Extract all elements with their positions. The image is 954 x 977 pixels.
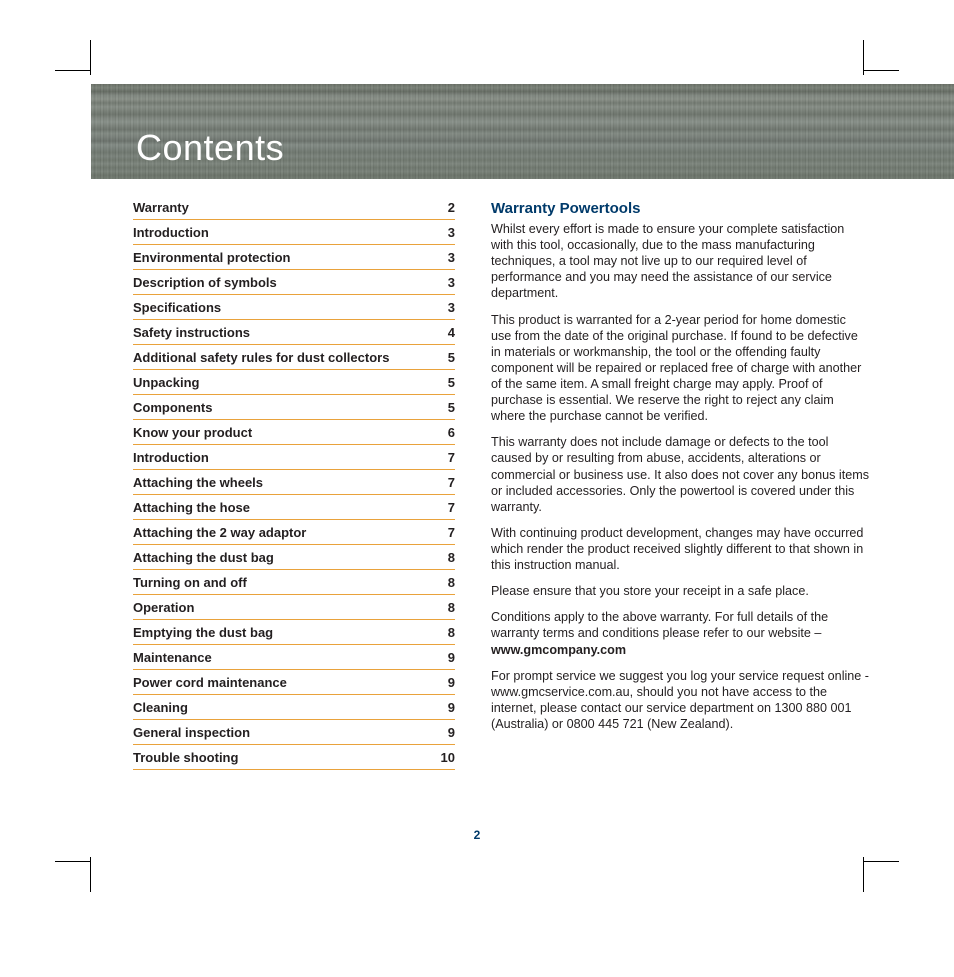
content-columns: Warranty 2 Introduction 3 Environmental … [133, 200, 869, 770]
toc-item-title: Safety instructions [133, 325, 250, 340]
toc-row: Introduction 7 [133, 445, 455, 470]
warranty-paragraph: For prompt service we suggest you log yo… [491, 668, 869, 732]
toc-row: Maintenance 9 [133, 645, 455, 670]
warranty-paragraph: This warranty does not include damage or… [491, 434, 869, 515]
toc-item-title: Introduction [133, 225, 209, 240]
toc-item-page: 2 [440, 200, 455, 215]
toc-row: Additional safety rules for dust collect… [133, 345, 455, 370]
warranty-paragraph: With continuing product development, cha… [491, 525, 869, 573]
toc-item-title: General inspection [133, 725, 250, 740]
toc-row: Attaching the dust bag 8 [133, 545, 455, 570]
toc-row: Operation 8 [133, 595, 455, 620]
toc-item-page: 8 [440, 600, 455, 615]
toc-row: Attaching the 2 way adaptor 7 [133, 520, 455, 545]
toc-item-title: Attaching the dust bag [133, 550, 274, 565]
crop-mark [55, 70, 90, 71]
toc-item-title: Operation [133, 600, 194, 615]
toc-item-page: 8 [440, 575, 455, 590]
toc-row: Know your product 6 [133, 420, 455, 445]
toc-item-page: 5 [440, 350, 455, 365]
warranty-text: Conditions apply to the above warranty. … [491, 610, 828, 640]
toc-row: Specifications 3 [133, 295, 455, 320]
warranty-website-link: www.gmcompany.com [491, 643, 626, 657]
toc-item-title: Power cord maintenance [133, 675, 287, 690]
toc-item-title: Environmental protection [133, 250, 290, 265]
toc-row: Trouble shooting 10 [133, 745, 455, 770]
toc-item-page: 7 [440, 525, 455, 540]
toc-row: Introduction 3 [133, 220, 455, 245]
toc-row: Environmental protection 3 [133, 245, 455, 270]
toc-item-page: 10 [433, 750, 455, 765]
toc-item-page: 3 [440, 250, 455, 265]
toc-item-title: Introduction [133, 450, 209, 465]
toc-item-page: 8 [440, 550, 455, 565]
crop-mark [90, 857, 91, 892]
toc-item-page: 5 [440, 400, 455, 415]
toc-item-title: Attaching the hose [133, 500, 250, 515]
table-of-contents: Warranty 2 Introduction 3 Environmental … [133, 200, 455, 770]
toc-item-title: Trouble shooting [133, 750, 238, 765]
crop-mark [863, 857, 864, 892]
warranty-paragraph: Conditions apply to the above warranty. … [491, 609, 869, 657]
crop-mark [863, 40, 864, 75]
section-banner: Contents [91, 84, 954, 179]
toc-row: Power cord maintenance 9 [133, 670, 455, 695]
crop-mark [90, 40, 91, 75]
warranty-paragraph: This product is warranted for a 2-year p… [491, 312, 869, 425]
toc-item-page: 6 [440, 425, 455, 440]
toc-item-title: Attaching the wheels [133, 475, 263, 490]
toc-row: Safety instructions 4 [133, 320, 455, 345]
warranty-paragraph: Please ensure that you store your receip… [491, 583, 869, 599]
toc-item-title: Maintenance [133, 650, 212, 665]
toc-item-page: 7 [440, 475, 455, 490]
toc-item-title: Additional safety rules for dust collect… [133, 350, 389, 365]
toc-item-page: 3 [440, 300, 455, 315]
toc-row: Turning on and off 8 [133, 570, 455, 595]
toc-row: Attaching the wheels 7 [133, 470, 455, 495]
toc-item-title: Warranty [133, 200, 189, 215]
toc-item-title: Emptying the dust bag [133, 625, 273, 640]
toc-item-title: Components [133, 400, 212, 415]
toc-row: General inspection 9 [133, 720, 455, 745]
toc-row: Cleaning 9 [133, 695, 455, 720]
toc-item-title: Know your product [133, 425, 252, 440]
toc-item-page: 9 [440, 700, 455, 715]
toc-item-title: Attaching the 2 way adaptor [133, 525, 306, 540]
toc-row: Emptying the dust bag 8 [133, 620, 455, 645]
toc-item-page: 5 [440, 375, 455, 390]
page-number: 2 [0, 828, 954, 842]
toc-row: Description of symbols 3 [133, 270, 455, 295]
toc-item-page: 3 [440, 275, 455, 290]
warranty-section: Warranty Powertools Whilst every effort … [491, 200, 869, 770]
manual-page: Contents Warranty 2 Introduction 3 Envir… [0, 0, 954, 977]
toc-row: Warranty 2 [133, 200, 455, 220]
toc-row: Components 5 [133, 395, 455, 420]
toc-row: Attaching the hose 7 [133, 495, 455, 520]
toc-item-page: 4 [440, 325, 455, 340]
toc-item-page: 9 [440, 675, 455, 690]
toc-item-page: 3 [440, 225, 455, 240]
toc-row: Unpacking 5 [133, 370, 455, 395]
crop-mark [55, 861, 90, 862]
toc-item-page: 9 [440, 650, 455, 665]
toc-item-page: 7 [440, 450, 455, 465]
toc-item-page: 8 [440, 625, 455, 640]
warranty-heading: Warranty Powertools [491, 200, 869, 217]
warranty-paragraph: Whilst every effort is made to ensure yo… [491, 221, 869, 302]
section-title: Contents [136, 127, 284, 169]
toc-item-page: 9 [440, 725, 455, 740]
crop-mark [864, 861, 899, 862]
toc-item-title: Cleaning [133, 700, 188, 715]
toc-item-title: Unpacking [133, 375, 199, 390]
toc-item-page: 7 [440, 500, 455, 515]
crop-mark [864, 70, 899, 71]
toc-item-title: Specifications [133, 300, 221, 315]
toc-item-title: Description of symbols [133, 275, 277, 290]
toc-item-title: Turning on and off [133, 575, 247, 590]
